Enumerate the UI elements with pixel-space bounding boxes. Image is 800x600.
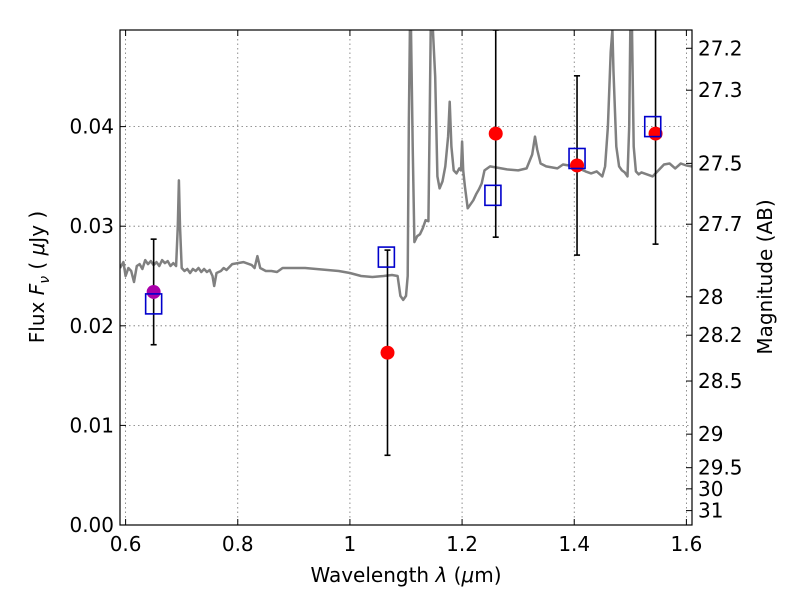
x-tick-label: 0.6	[110, 532, 142, 556]
y-tick-label: 0.04	[69, 115, 114, 139]
plot-data	[120, 30, 692, 457]
y-tick-label: 0.03	[69, 214, 114, 238]
y-tick-label: 0.01	[69, 413, 114, 437]
x-tick-label: 1.4	[558, 532, 590, 556]
axis-ticks: 0.6 0.8 1 1.2 1.4 1.6 0.00 0.01 0.02 0.03 0.04 27.2…	[69, 30, 743, 556]
model-point	[643, 115, 662, 138]
mag-tick-label: 28.5	[698, 369, 743, 393]
mag-tick-label: 31	[698, 499, 723, 523]
y2-axis-title: Magnitude (AB)	[753, 199, 777, 354]
mag-tick-label: 27.7	[698, 212, 743, 236]
y-tick-label: 0.00	[69, 513, 114, 537]
mag-tick-label: 28.2	[698, 323, 743, 347]
plot-frame	[119, 29, 693, 526]
model-point	[568, 147, 586, 170]
mag-tick-label: 27.2	[698, 36, 743, 60]
x-tick-label: 1.6	[670, 532, 702, 556]
plot-background	[120, 30, 692, 525]
x-tick-label: 1.2	[446, 532, 478, 556]
x-axis-title: Wavelength λ (μm)	[310, 563, 501, 587]
spectrum-line	[120, 30, 692, 302]
mag-tick-label: 29.5	[698, 456, 743, 480]
mag-tick-label: 30	[698, 477, 723, 501]
observed-point	[488, 126, 503, 141]
model-point	[377, 246, 396, 268]
mag-tick-label: 27.5	[698, 151, 743, 175]
mag-tick-label: 29	[698, 422, 723, 446]
y-axis-title: Flux Fν ( μJy )	[25, 211, 53, 343]
observed-point	[570, 158, 585, 173]
observed-point	[380, 345, 395, 360]
x-tick-label: 0.8	[222, 532, 254, 556]
y-tick-label: 0.02	[69, 314, 114, 338]
mag-tick-label: 27.3	[698, 78, 743, 102]
x-tick-label: 1	[344, 532, 357, 556]
observed-point	[146, 284, 161, 299]
model-point	[484, 184, 502, 207]
mag-tick-label: 28	[698, 285, 723, 309]
model-point	[144, 293, 163, 315]
